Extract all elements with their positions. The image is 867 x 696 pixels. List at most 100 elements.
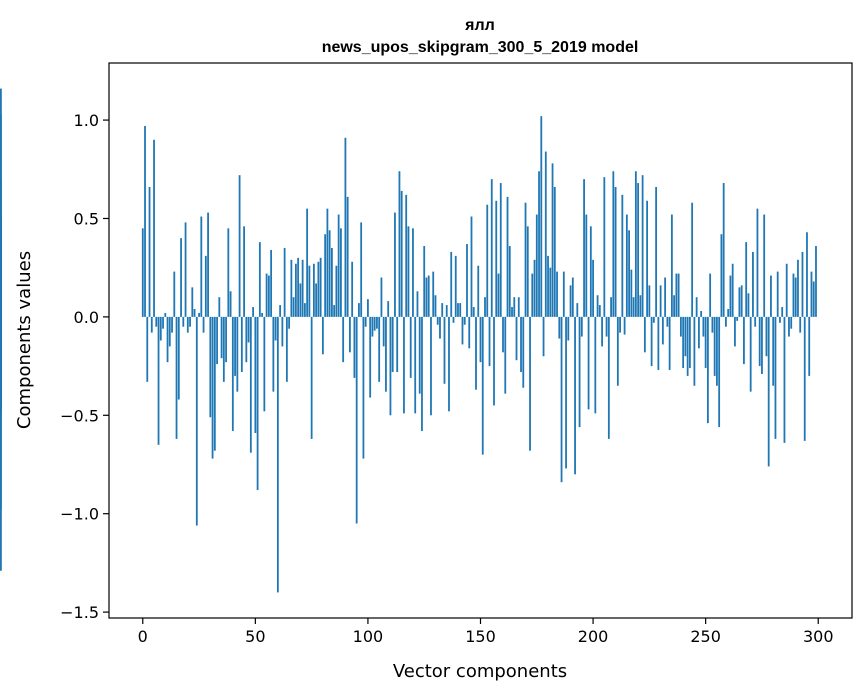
bar-280	[772, 316, 775, 386]
bar-31	[211, 316, 214, 459]
bar-257	[720, 234, 723, 317]
bar-84	[331, 248, 333, 317]
bar-235	[670, 214, 673, 317]
chart-title: ялл	[464, 17, 495, 34]
bar-61	[279, 305, 282, 317]
bar-5	[153, 139, 155, 317]
x-tick-label: 0	[138, 627, 148, 646]
bar-114	[398, 171, 401, 317]
bar-52	[258, 242, 261, 317]
bar-94	[353, 316, 356, 378]
bar-103	[373, 316, 376, 331]
bar-176	[538, 171, 540, 317]
bar-247	[698, 316, 700, 349]
bar-200	[592, 259, 594, 317]
bar-58	[272, 316, 275, 392]
bar-39	[229, 291, 232, 317]
bar-149	[477, 265, 480, 317]
bar-278	[767, 316, 770, 467]
y-tick-label: 0.0	[74, 308, 99, 327]
y-tick-label: −1.0	[60, 505, 99, 524]
bar-129	[432, 271, 435, 317]
bar-165	[513, 297, 516, 317]
bar-264	[736, 316, 739, 321]
bar-289	[792, 273, 795, 317]
bar-3	[148, 186, 151, 317]
bar-15	[175, 316, 178, 439]
bar-199	[589, 226, 592, 317]
bar-17	[180, 238, 182, 317]
bar-49	[252, 307, 254, 317]
bar-144	[466, 244, 468, 317]
bar-187	[562, 271, 565, 317]
bar-142	[461, 316, 464, 345]
bar-34	[218, 297, 221, 317]
bar-37	[225, 316, 227, 363]
bar-242	[686, 316, 689, 376]
bar-182	[551, 163, 554, 317]
bar-90	[344, 137, 347, 317]
bar-195	[580, 316, 583, 337]
bar-285	[783, 316, 786, 443]
bar-156	[493, 316, 495, 406]
bar-167	[517, 297, 520, 317]
bar-69	[297, 257, 300, 317]
bar-36	[222, 316, 225, 382]
bar-286	[785, 263, 788, 317]
bar-191	[571, 277, 574, 317]
bar-78	[317, 261, 320, 317]
bar-244	[691, 202, 694, 317]
bar-141	[459, 303, 462, 317]
bar-104	[376, 316, 378, 329]
bar-96	[358, 303, 360, 317]
bar-272	[754, 316, 757, 327]
bar-82	[326, 208, 329, 317]
bar-9	[162, 316, 164, 329]
bar-201	[594, 316, 597, 414]
bar-81	[324, 234, 327, 317]
bar-59	[274, 316, 277, 341]
bar-53	[261, 312, 263, 317]
y-axis-label: Components values	[14, 251, 35, 429]
bar-336	[0, 316, 2, 571]
bar-13	[171, 316, 173, 333]
y-tick-label: −0.5	[60, 406, 99, 425]
bar-16	[177, 316, 180, 400]
bar-237	[675, 273, 678, 317]
bar-123	[418, 316, 421, 394]
bar-97	[360, 222, 363, 317]
bar-281	[774, 316, 777, 439]
bar-213	[621, 194, 624, 317]
bar-110	[389, 316, 392, 416]
bar-258	[722, 183, 725, 317]
y-tick-label: 0.5	[74, 209, 99, 228]
bar-299	[815, 246, 817, 317]
bar-91	[346, 196, 349, 317]
bar-279	[770, 275, 772, 317]
bar-249	[702, 316, 705, 337]
bar-65	[288, 316, 291, 329]
bar-211	[616, 316, 619, 386]
bar-18	[182, 316, 185, 327]
bar-208	[610, 297, 612, 317]
bar-136	[448, 316, 450, 412]
bar-185	[558, 316, 561, 339]
bar-240	[682, 316, 685, 369]
bar-160	[502, 316, 504, 353]
bar-292	[799, 316, 802, 333]
bar-349	[0, 281, 2, 317]
bar-287	[788, 316, 790, 337]
bar-126	[425, 277, 428, 317]
bar-204	[601, 316, 603, 347]
bar-173	[531, 273, 534, 317]
bar-269	[747, 293, 750, 317]
bar-64	[285, 316, 288, 382]
bar-184	[556, 271, 558, 317]
bar-155	[490, 179, 493, 317]
bar-74	[308, 265, 311, 317]
bar-163	[508, 246, 511, 317]
bar-158	[497, 273, 500, 317]
bar-148	[475, 316, 477, 390]
bar-128	[430, 316, 432, 416]
